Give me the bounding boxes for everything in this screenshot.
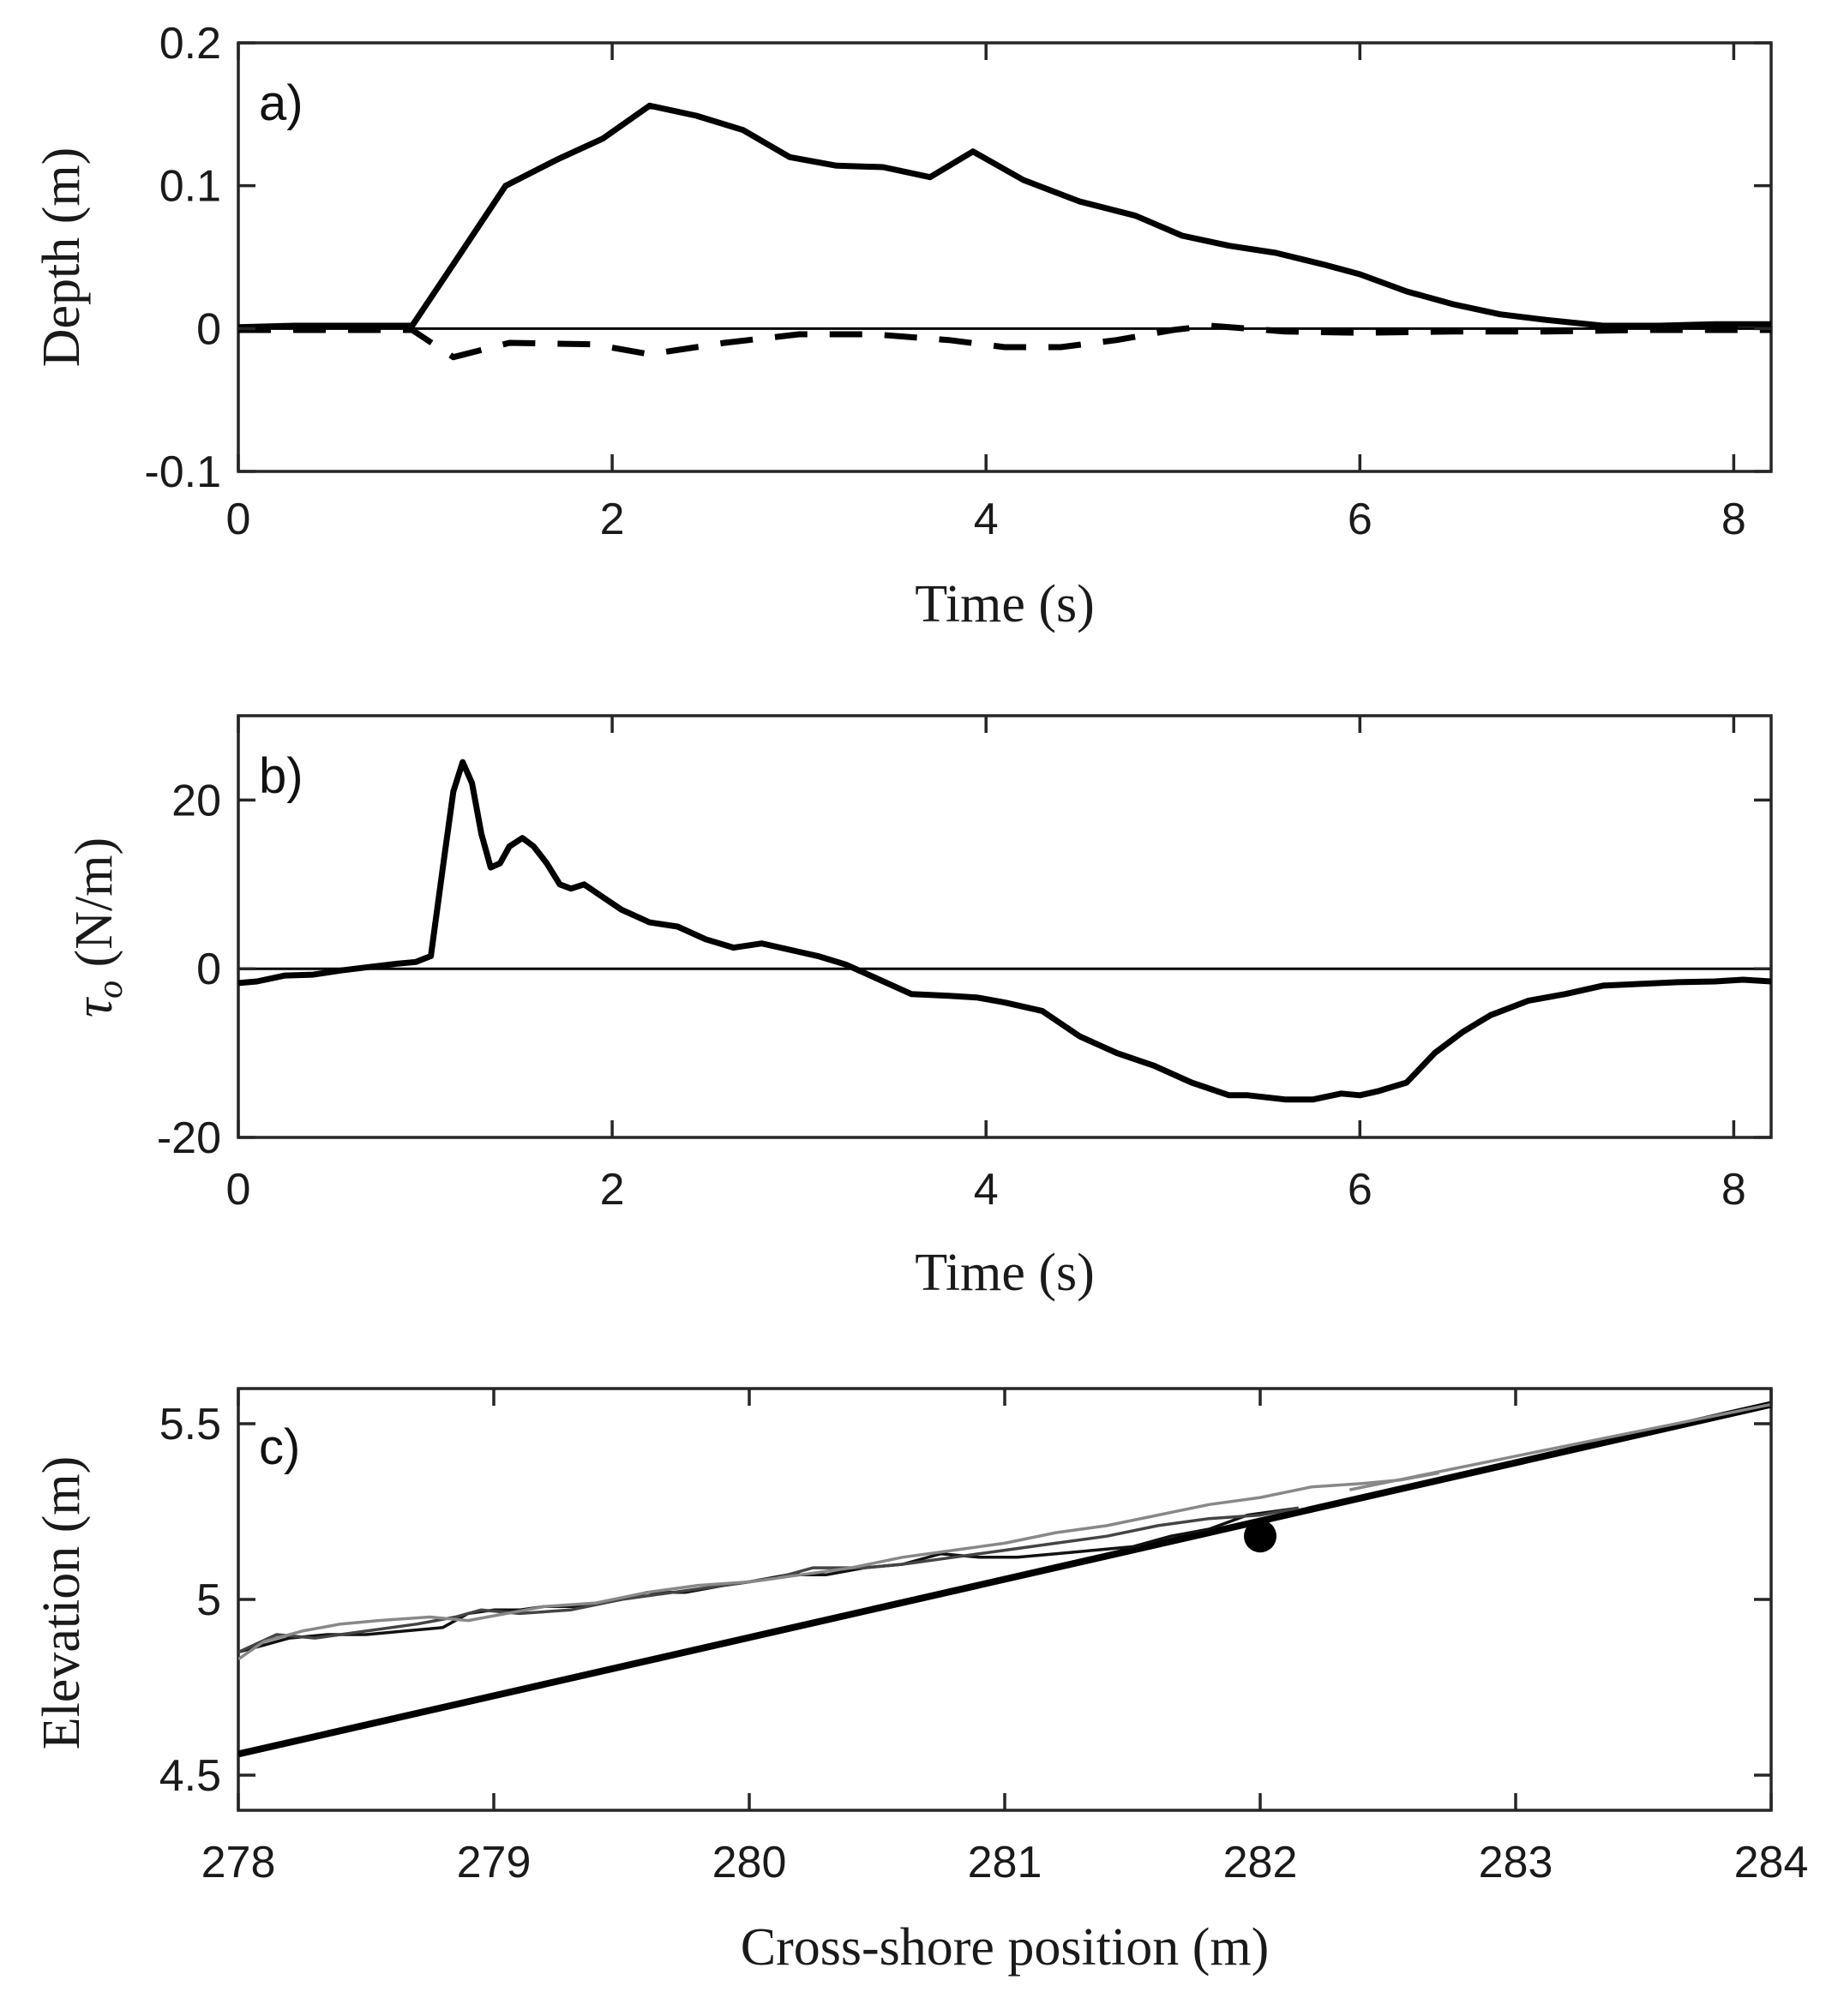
x-tick-label: 6 (1348, 495, 1372, 544)
panel-b-lines (238, 759, 1771, 1103)
series-tau-o (238, 759, 1771, 1103)
panel-b-y-label-subscript: o (91, 981, 130, 999)
panel-c-lines (238, 1401, 1771, 1758)
panel-a-y-axis-label: Depth (m) (33, 147, 91, 368)
panel-c-elevation: 278 279 280 281 282 283 284 4.5 5 5.5 c) Cross-s… (33, 1387, 1809, 1977)
series-depth-dashed (238, 322, 1771, 361)
x-tick-label: 6 (1348, 1165, 1372, 1215)
panel-a-label: a) (259, 75, 303, 131)
x-tick-label: 4 (974, 1165, 999, 1215)
panel-b-x-tick-labels: 0 2 4 6 8 (226, 1165, 1746, 1215)
x-tick-label: 279 (457, 1838, 532, 1887)
panel-b-x-axis-label: Time (s) (915, 1244, 1095, 1302)
panel-a-lines (238, 102, 1771, 361)
x-tick-label: 8 (1721, 1165, 1746, 1215)
panel-b-ticks (237, 716, 1771, 1139)
y-tick-label: 5.5 (159, 1400, 221, 1449)
panel-a-x-tick-labels: 0 2 4 6 8 (226, 495, 1746, 544)
x-tick-label: 280 (712, 1838, 787, 1887)
series-depth-solid (238, 102, 1771, 331)
y-tick-label: 0 (196, 945, 221, 994)
y-tick-label: -20 (157, 1113, 221, 1163)
panel-c-x-axis-label: Cross-shore position (m) (741, 1918, 1270, 1977)
x-tick-label: 0 (226, 1165, 251, 1215)
panel-c-y-tick-labels: 4.5 5 5.5 (159, 1400, 221, 1801)
panel-c-y-axis-label: Elevation (m) (33, 1456, 91, 1750)
panel-b-y-tick-labels: -20 0 20 (157, 776, 221, 1163)
panel-b-frame (237, 714, 1773, 1139)
y-tick-label: 4.5 (159, 1751, 221, 1801)
x-tick-label: 283 (1479, 1838, 1553, 1887)
x-tick-label: 0 (226, 495, 251, 544)
panel-b-y-label-units: (N/m) (65, 837, 123, 981)
panel-c-x-tick-labels: 278 279 280 281 282 283 284 (201, 1838, 1809, 1887)
panel-b-y-label-symbol: τ (65, 996, 123, 1017)
panel-b-label: b) (259, 748, 303, 804)
panel-a-y-tick-labels: -0.1 0 0.1 0.2 (144, 19, 221, 497)
x-tick-label: 282 (1223, 1838, 1298, 1887)
panel-c-label: c) (259, 1419, 300, 1475)
x-tick-label: 2 (600, 495, 625, 544)
x-tick-label: 4 (974, 495, 999, 544)
x-tick-label: 8 (1721, 495, 1746, 544)
marker-observation-point (1244, 1520, 1276, 1553)
x-tick-label: 284 (1734, 1838, 1809, 1887)
x-tick-label: 2 (600, 1165, 625, 1215)
panel-a-x-axis-label: Time (s) (915, 575, 1095, 633)
panel-b-y-axis-label: τo (N/m) (65, 837, 130, 1017)
x-tick-label: 281 (968, 1838, 1042, 1887)
y-tick-label: 20 (171, 776, 221, 825)
y-tick-label: -0.1 (144, 447, 221, 497)
y-tick-label: 0 (196, 304, 221, 354)
x-tick-label: 278 (201, 1838, 276, 1887)
y-tick-label: 5 (196, 1575, 221, 1625)
panel-a-ticks (237, 41, 1771, 473)
panel-a-frame (237, 41, 1773, 473)
panel-c-ticks (237, 1389, 1773, 1810)
y-tick-label: 0.1 (159, 162, 221, 212)
series-bed-profile (238, 1401, 1771, 1758)
y-tick-label: 0.2 (159, 19, 221, 69)
series-surface-gray (238, 1471, 1439, 1661)
